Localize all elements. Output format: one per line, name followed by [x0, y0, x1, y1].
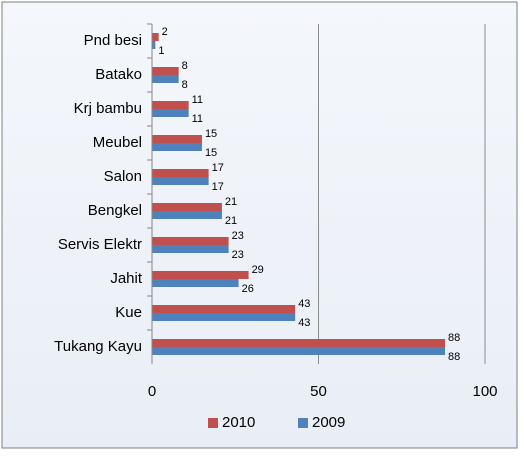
y-tick-label: Krj bambu [74, 100, 142, 117]
value-label: 11 [192, 113, 203, 125]
bar [152, 313, 296, 321]
bar [152, 305, 296, 313]
value-label: 2 [162, 26, 168, 38]
value-label: 21 [225, 215, 237, 227]
value-label: 8 [182, 60, 188, 72]
legend-label: 2009 [312, 414, 345, 431]
legend-label: 2010 [222, 414, 255, 431]
value-label: 29 [252, 264, 264, 276]
value-label: 15 [205, 147, 217, 159]
y-tick-label: Jahit [110, 270, 143, 287]
y-tick-label: Servis Elektr [58, 236, 142, 253]
chart-frame [1, 1, 518, 449]
bar [152, 237, 229, 245]
value-label: 17 [212, 181, 224, 193]
bar [152, 347, 446, 355]
y-tick-label: Bengkel [88, 202, 142, 219]
y-tick-label: Meubel [93, 134, 142, 151]
value-label: 8 [182, 79, 188, 91]
bar [152, 203, 222, 211]
legend-swatch [208, 418, 218, 428]
value-label: 88 [448, 332, 460, 344]
bar [152, 41, 156, 49]
bar [152, 135, 202, 143]
value-label: 11 [192, 94, 203, 106]
y-tick-label: Batako [95, 66, 142, 83]
value-label: 43 [298, 298, 310, 310]
bar [152, 271, 249, 279]
y-tick-label: Kue [115, 304, 142, 321]
bar [152, 143, 202, 151]
bar [152, 279, 239, 287]
value-label: 26 [242, 283, 254, 295]
bar [152, 67, 179, 75]
bar [152, 177, 209, 185]
bar [152, 245, 229, 253]
y-tick-label: Pnd besi [84, 32, 142, 49]
bar [152, 109, 189, 117]
bar [152, 75, 179, 83]
x-tick-label: 100 [472, 383, 497, 400]
bar [152, 211, 222, 219]
y-tick-label: Tukang Kayu [54, 338, 142, 355]
bar [152, 339, 446, 347]
bar [152, 101, 189, 109]
bar [152, 33, 159, 41]
value-label: 23 [232, 249, 244, 261]
y-tick-label: Salon [104, 168, 142, 185]
legend-swatch [298, 418, 308, 428]
value-label: 21 [225, 196, 237, 208]
value-label: 88 [448, 351, 460, 363]
value-label: 1 [158, 45, 164, 57]
value-label: 17 [212, 162, 224, 174]
x-tick-label: 50 [310, 383, 327, 400]
value-label: 15 [205, 128, 217, 140]
value-label: 23 [232, 230, 244, 242]
value-label: 43 [298, 317, 310, 329]
bar [152, 169, 209, 177]
x-tick-label: 0 [148, 383, 156, 400]
